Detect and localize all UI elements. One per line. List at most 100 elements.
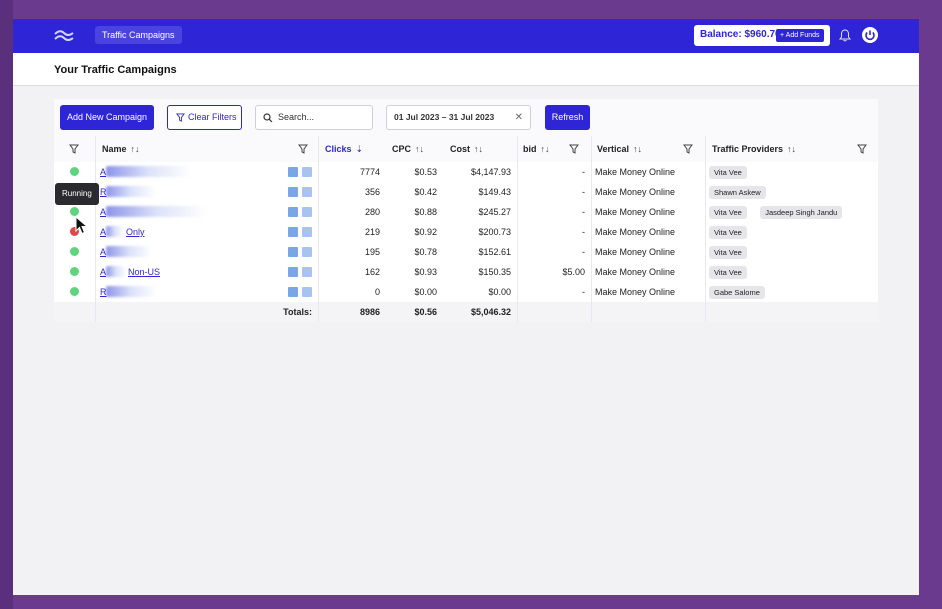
clear-filters-button[interactable]: Clear Filters (167, 105, 242, 130)
campaign-name-link[interactable]: A (100, 267, 106, 277)
sort-icon[interactable]: ↑↓ (130, 144, 140, 154)
logo-icon[interactable] (53, 28, 75, 44)
cost-header-label: Cost (450, 144, 470, 154)
campaign-name-prefix[interactable]: A (100, 207, 107, 217)
table-row[interactable]: A Non-US 162 $0.93 $150.35 $5.00 Make Money On… (54, 262, 878, 283)
copy-icon[interactable] (288, 227, 298, 237)
campaign-name-link[interactable]: R (100, 187, 107, 197)
status-indicator[interactable] (70, 207, 79, 216)
status-indicator[interactable] (70, 247, 79, 256)
stats-chart-icon[interactable] (302, 207, 312, 217)
status-filter-icon[interactable] (69, 144, 79, 154)
table-row[interactable]: R 0 $0.00 $0.00 - Make Money Online Gabe Salom… (54, 282, 878, 303)
redacted-campaign-name (106, 206, 206, 217)
stats-chart-icon[interactable] (302, 247, 312, 257)
campaign-name-prefix[interactable]: A (100, 267, 107, 277)
totals-row: Totals: 8986 $0.56 $5,046.32 (54, 302, 878, 322)
sort-desc-icon[interactable]: ⇣ (355, 144, 364, 154)
campaign-name-link[interactable]: A (100, 207, 106, 217)
date-range-picker[interactable]: 01 Jul 2023 – 31 Jul 2023 ✕ (386, 105, 531, 130)
search-field[interactable]: Search... (255, 105, 373, 130)
campaign-name-link[interactable]: R (100, 287, 107, 297)
vertical-header-label: Vertical (597, 144, 630, 154)
cost-cell: $150.35 (478, 267, 511, 277)
stats-chart-icon[interactable] (302, 287, 312, 297)
nav-traffic-campaigns[interactable]: Traffic Campaigns (95, 26, 182, 44)
campaign-name-prefix[interactable]: A (100, 167, 107, 177)
app-window: Traffic Campaigns Balance: $960.76 + Add… (13, 19, 919, 595)
provider-tag: Vita Vee (709, 166, 747, 179)
column-header-name[interactable]: Name ↑↓ (102, 144, 140, 154)
campaign-name-suffix[interactable]: Non-US (128, 267, 160, 277)
clicks-cell: 0 (374, 287, 380, 297)
copy-icon[interactable] (288, 267, 298, 277)
campaign-name-link[interactable]: A (100, 227, 106, 237)
status-indicator[interactable] (70, 287, 79, 296)
campaign-name-link[interactable]: A (100, 247, 106, 257)
add-funds-button[interactable]: + Add Funds (776, 29, 824, 42)
table-row[interactable]: A 7774 $0.53 $4,147.93 - Make Money Online Vit… (54, 162, 878, 183)
cpc-cell: $0.00 (414, 287, 437, 297)
stats-chart-icon[interactable] (302, 267, 312, 277)
vertical-cell: Make Money Online (595, 247, 676, 257)
column-header-bid[interactable]: bid ↑↓ (523, 144, 550, 154)
column-divider (591, 136, 592, 322)
table-row[interactable]: R 356 $0.42 $149.43 - Make Money Online Shawn … (54, 182, 878, 203)
vertical-cell: Make Money Online (595, 227, 676, 237)
campaign-name-suffix[interactable]: Only (126, 227, 145, 237)
sort-icon[interactable]: ↑↓ (415, 144, 425, 154)
clear-date-icon[interactable]: ✕ (514, 112, 523, 123)
status-indicator[interactable] (70, 227, 79, 236)
redacted-campaign-name (106, 266, 126, 277)
sort-icon[interactable]: ↑↓ (474, 144, 483, 154)
column-header-cpc[interactable]: CPC ↑↓ (392, 144, 424, 154)
power-icon[interactable] (862, 27, 878, 43)
campaign-name-prefix[interactable]: A (100, 247, 107, 257)
campaign-name-suffix-text[interactable]: Non-US (128, 267, 161, 277)
bid-cell: - (582, 227, 585, 237)
name-filter-icon[interactable] (298, 144, 308, 154)
column-header-vertical[interactable]: Vertical ↑↓ (597, 144, 642, 154)
copy-icon[interactable] (288, 187, 298, 197)
bid-cell: - (582, 287, 585, 297)
refresh-button[interactable]: Refresh (545, 105, 590, 130)
stats-chart-icon[interactable] (302, 187, 312, 197)
add-new-campaign-button[interactable]: Add New Campaign (60, 105, 154, 130)
column-header-clicks[interactable]: Clicks ⇣ (325, 144, 363, 155)
copy-icon[interactable] (288, 207, 298, 217)
table-row[interactable]: A 195 $0.78 $152.61 - Make Money Online Vita V… (54, 242, 878, 263)
providers-filter-icon[interactable] (857, 144, 867, 154)
campaign-name-prefix[interactable]: A (100, 227, 107, 237)
vertical-cell: Make Money Online (595, 167, 676, 177)
vertical-filter-icon[interactable] (683, 144, 693, 154)
stats-chart-icon[interactable] (302, 227, 312, 237)
vertical-cell: Make Money Online (595, 267, 676, 277)
mouse-cursor-icon (75, 216, 88, 235)
column-divider (517, 136, 518, 322)
search-icon (263, 113, 273, 123)
sort-icon[interactable]: ↑↓ (633, 144, 643, 154)
status-indicator[interactable] (70, 167, 79, 176)
column-header-traffic-providers[interactable]: Traffic Providers ↑↓ (712, 144, 796, 154)
bid-filter-icon[interactable] (569, 144, 579, 154)
status-indicator[interactable] (70, 267, 79, 276)
cpc-cell: $0.93 (414, 267, 437, 277)
clear-filters-label: Clear Filters (188, 112, 237, 122)
campaign-name-prefix[interactable]: R (100, 287, 107, 297)
column-header-cost[interactable]: Cost ↑↓ (450, 144, 483, 154)
campaign-name-prefix[interactable]: R (100, 187, 107, 197)
provider-tag: Vita Vee (709, 246, 747, 259)
stats-chart-icon[interactable] (302, 167, 312, 177)
copy-icon[interactable] (288, 167, 298, 177)
campaign-name-suffix-text[interactable]: Only (126, 227, 145, 237)
clicks-cell: 219 (364, 227, 380, 237)
table-row[interactable]: A Only 219 $0.92 $200.73 - Make Money Online Vi… (54, 222, 878, 243)
campaign-name-link[interactable]: A (100, 167, 106, 177)
sort-icon[interactable]: ↑↓ (787, 144, 797, 154)
bell-icon[interactable] (839, 29, 851, 42)
copy-icon[interactable] (288, 287, 298, 297)
table-row[interactable]: A 280 $0.88 $245.27 - Make Money Online Vita V… (54, 202, 878, 223)
sort-icon[interactable]: ↑↓ (540, 144, 550, 154)
copy-icon[interactable] (288, 247, 298, 257)
provider-tag: Gabe Salome (709, 286, 765, 299)
